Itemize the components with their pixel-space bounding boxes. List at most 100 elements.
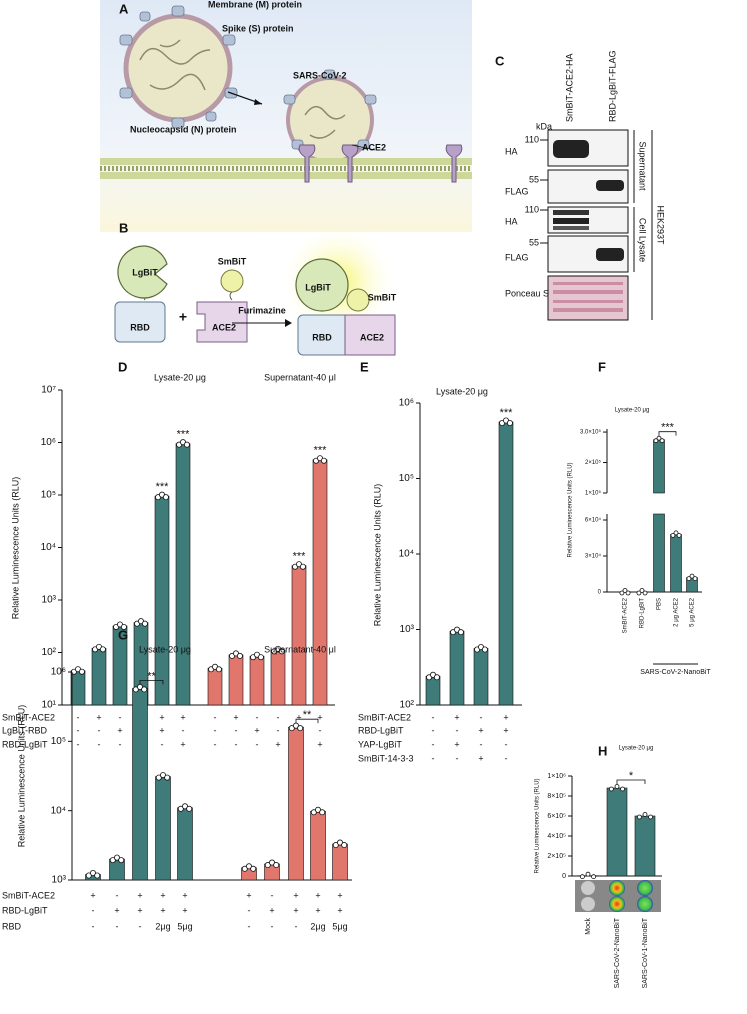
fraction-label: Supernatant	[638, 141, 648, 191]
condition-mark: +	[337, 890, 342, 900]
bar	[288, 726, 304, 881]
x-tick-label: 2 μg ACE2	[674, 597, 680, 626]
data-point	[273, 862, 280, 869]
significance-label: ***	[177, 429, 191, 441]
condition-label: SmBiT-ACE2	[2, 712, 55, 722]
smbit-shape	[346, 288, 370, 312]
x-tick-label: SARS-CoV-1-NanoBiT	[642, 917, 649, 988]
condition-mark: -	[92, 921, 95, 931]
x-tick-label: Mock	[585, 918, 592, 935]
condition-mark: +	[114, 905, 119, 915]
bar	[473, 648, 489, 706]
y-axis-label: Relative Luminescence Units (RLU)	[372, 484, 382, 627]
condition-mark: -	[77, 739, 80, 749]
condition-label: LgBiT-RBD	[2, 725, 48, 735]
arrow-head	[285, 319, 292, 327]
condition-mark: +	[293, 890, 298, 900]
well-image	[575, 880, 661, 912]
y-tick-label: 10⁴	[399, 549, 414, 560]
group-title: Lysate-20 μg	[619, 746, 654, 752]
condition-mark: -	[119, 712, 122, 722]
membrane	[100, 158, 472, 179]
significance-label: ***	[661, 422, 675, 434]
smbit-shape	[220, 269, 244, 293]
condition-mark: +	[275, 739, 280, 749]
condition-mark: -	[214, 739, 217, 749]
condition-mark: -	[92, 905, 95, 915]
label: ACE2	[360, 332, 384, 342]
data-point	[636, 590, 642, 596]
bar	[291, 565, 307, 706]
y-tick-label: 3×10⁴	[585, 553, 602, 560]
condition-label: RBD-LgBiT	[2, 905, 48, 915]
marker-label: 55	[529, 237, 539, 247]
y-tick-label: 6×10⁴	[585, 517, 602, 524]
condition-mark: +	[137, 905, 142, 915]
label: LgBiT	[132, 267, 158, 277]
significance-label: ***	[293, 551, 307, 563]
condition-mark: -	[77, 725, 80, 735]
bar	[154, 495, 170, 706]
data-point	[686, 576, 692, 581]
panel-b: B LgBiT SmBiT + RBD ACE2 Furimazine LgBi…	[114, 220, 397, 356]
condition-mark: +	[296, 712, 301, 722]
data-point	[120, 623, 127, 630]
bar	[425, 675, 441, 706]
group-title: Lysate-20 μg	[154, 372, 206, 382]
y-tick-label: 10³	[42, 595, 57, 606]
brackets	[633, 130, 653, 320]
data-point	[215, 666, 222, 673]
data-point	[183, 441, 190, 448]
data-point	[186, 805, 193, 812]
data-point	[648, 814, 653, 820]
data-point	[278, 648, 285, 655]
bar	[606, 787, 628, 877]
condition-mark: -	[271, 890, 274, 900]
data-point	[591, 874, 596, 880]
data-point	[637, 814, 642, 820]
y-tick-label: 1×10⁶	[547, 773, 566, 780]
panel-letter: E	[360, 359, 369, 374]
y-tick-label: 0	[598, 590, 602, 596]
y-tick-label: 10⁵	[399, 473, 414, 484]
condition-mark: +	[246, 890, 251, 900]
condition-mark: +	[160, 890, 165, 900]
condition-mark: -	[98, 739, 101, 749]
bar	[634, 815, 656, 877]
condition-mark: +	[293, 905, 298, 915]
significance-bracket	[295, 718, 319, 724]
marker-label: 110	[525, 134, 539, 144]
condition-label: RBD-LgBiT	[358, 725, 404, 735]
condition-label: YAP-LgBiT	[358, 739, 402, 749]
label: SARS-CoV-2	[293, 70, 347, 80]
lane-label: SmBiT-ACE2-HA	[564, 53, 574, 122]
group-title: Supernatant-40 μl	[264, 644, 336, 654]
cell-line-label: HEK293T	[656, 205, 666, 245]
condition-mark: -	[214, 725, 217, 735]
condition-mark: -	[77, 712, 80, 722]
y-axis-label: Relative Luminescence Units (RLU)	[16, 705, 26, 848]
condition-mark: -	[319, 725, 322, 735]
condition-mark: +	[160, 905, 165, 915]
y-tick-label: 10⁶	[41, 437, 56, 448]
condition-mark: +	[337, 905, 342, 915]
virus-large	[119, 5, 238, 129]
condition-mark: 2μg	[310, 921, 325, 931]
condition-mark: -	[432, 739, 435, 749]
panel-letter: B	[119, 220, 128, 235]
label: SmBiT	[368, 292, 397, 302]
condition-mark: +	[503, 725, 508, 735]
condition-mark: -	[139, 921, 142, 931]
probe-label: HA	[505, 216, 518, 226]
data-point	[620, 786, 625, 792]
label: RBD	[130, 322, 150, 332]
y-tick-label: 10⁶	[51, 667, 66, 678]
significance-bracket	[139, 680, 164, 685]
probe-label: HA	[505, 146, 518, 156]
x-tick-label: SARS-CoV-2-NanoBiT	[614, 917, 621, 988]
condition-mark: -	[480, 739, 483, 749]
condition-mark: -	[116, 921, 119, 931]
bar	[175, 443, 191, 706]
probe-label: Ponceau S	[505, 288, 549, 298]
